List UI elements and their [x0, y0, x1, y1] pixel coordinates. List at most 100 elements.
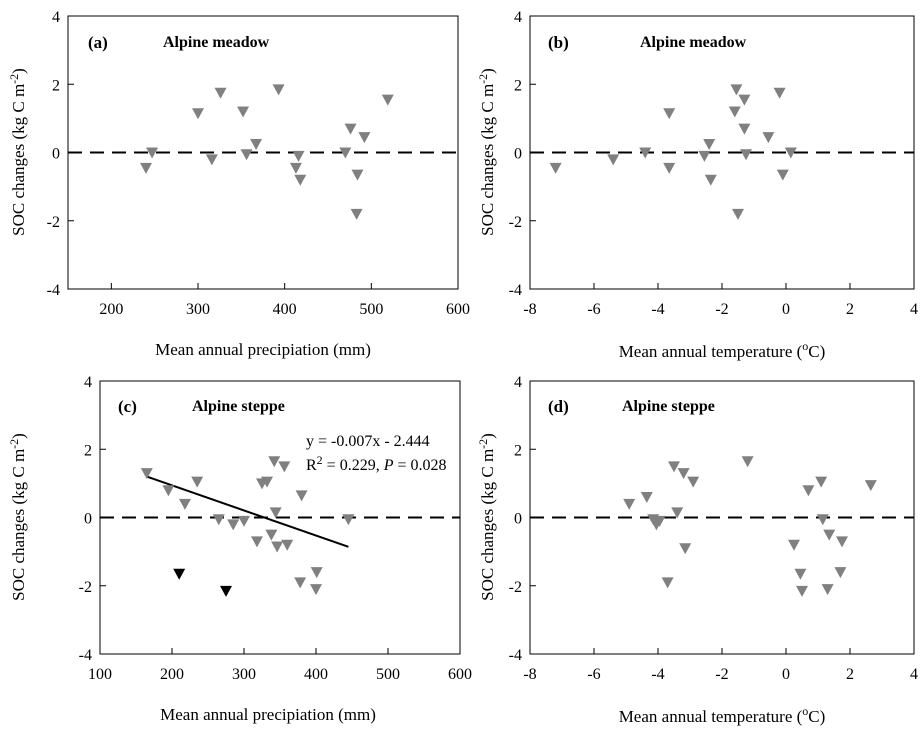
data-point: [704, 174, 717, 186]
y-axis-label: SOC changes (kg C m-2): [7, 68, 28, 236]
data-point: [834, 567, 847, 579]
x-axis-label: Mean annual precipiation (mm): [160, 705, 376, 724]
x-tick-label: 2: [846, 301, 854, 318]
panel-letter: (b): [548, 33, 569, 52]
y-tick-label: -2: [79, 579, 92, 596]
data-point: [738, 94, 751, 106]
panel-title: Alpine meadow: [163, 34, 270, 51]
data-point: [146, 147, 159, 159]
x-tick-label: 500: [376, 666, 400, 683]
y-tick-label: 0: [514, 511, 522, 528]
regression-line: [146, 475, 349, 548]
x-tick-label: -4: [651, 666, 664, 683]
x-ticks: -8 -6 -4 -2 0 2 4: [523, 283, 918, 318]
data-point: [661, 577, 674, 589]
y-ticks: -4 -2 0 2 4: [47, 9, 74, 299]
x-ticks: 100 200 300 400 500 600: [88, 648, 472, 683]
x-tick-label: 600: [448, 666, 472, 683]
data-point: [730, 84, 743, 96]
panel-a: (a) Alpine meadow SOC changes (kg C m-2)…: [7, 9, 470, 359]
data-point: [784, 147, 797, 159]
x-tick-label: 400: [304, 666, 328, 683]
data-point: [272, 84, 285, 96]
x-tick-label: -6: [587, 666, 600, 683]
y-tick-label: 4: [514, 9, 522, 26]
outlier-point: [173, 568, 186, 580]
data-point: [732, 208, 744, 220]
x-tick-label: 200: [160, 666, 184, 683]
y-tick-label: -2: [509, 579, 522, 596]
x-tick-label: 100: [88, 666, 112, 683]
data-point: [178, 498, 191, 510]
y-tick-label: -4: [509, 647, 522, 664]
data-point: [640, 492, 653, 504]
data-point: [358, 132, 371, 144]
x-axis-label: Mean annual temperature (oC): [619, 704, 826, 726]
x-tick-label: 4: [910, 666, 918, 683]
data-point: [281, 539, 294, 551]
y-tick-label: -2: [509, 214, 522, 231]
data-point: [671, 507, 684, 519]
regression-stats: R2 = 0.229, P = 0.028: [306, 453, 447, 474]
y-tick-label: 2: [514, 442, 522, 459]
data-points: [530, 84, 914, 220]
data-point: [192, 108, 204, 120]
x-tick-label: -2: [715, 666, 728, 683]
x-tick-label: -6: [587, 301, 600, 318]
data-points: [530, 456, 914, 597]
panel-letter: (c): [118, 397, 137, 416]
panel-title: Alpine steppe: [192, 398, 285, 415]
panel-title: Alpine meadow: [640, 34, 747, 51]
y-ticks: -4 -2 0 2 4: [509, 9, 536, 299]
data-point: [816, 514, 829, 526]
data-point: [351, 169, 364, 181]
data-point: [740, 149, 752, 161]
data-points: [68, 84, 458, 220]
y-tick-label: 4: [514, 374, 522, 391]
data-point: [639, 147, 652, 159]
data-point: [773, 87, 786, 99]
x-axis-label: Mean annual temperature (oC): [619, 339, 826, 361]
data-point: [728, 106, 741, 118]
data-point: [289, 162, 302, 174]
data-point: [294, 174, 307, 186]
panel-c: (c) Alpine steppe y = -0.007x - 2.444 R2…: [7, 374, 472, 724]
data-point: [237, 106, 250, 118]
data-point: [738, 123, 751, 135]
data-points: [100, 456, 460, 597]
data-point: [310, 567, 323, 579]
panel-letter: (a): [88, 33, 108, 52]
y-tick-label: 0: [84, 511, 92, 528]
outlier-point: [220, 585, 232, 597]
panel-b: (b) Alpine meadow SOC changes (kg C m-2)…: [476, 9, 918, 361]
x-tick-label: 4: [910, 301, 918, 318]
data-point: [250, 138, 263, 150]
data-point: [191, 476, 204, 488]
data-point: [214, 87, 227, 99]
y-ticks: -4 -2 0 2 4: [509, 374, 536, 664]
data-point: [623, 498, 636, 510]
data-point: [227, 519, 240, 531]
data-point: [140, 468, 153, 480]
data-point: [687, 476, 700, 488]
y-tick-label: 2: [52, 77, 60, 94]
x-tick-label: 200: [99, 301, 123, 318]
data-point: [212, 514, 225, 526]
x-tick-label: -4: [651, 301, 664, 318]
panel-d: (d) Alpine steppe SOC changes (kg C m-2)…: [476, 374, 918, 726]
data-point: [268, 456, 281, 468]
data-point: [339, 147, 352, 159]
data-point: [278, 461, 291, 473]
data-point: [381, 94, 394, 106]
data-point: [823, 529, 836, 541]
data-point: [310, 584, 322, 596]
y-tick-label: 0: [514, 146, 522, 163]
data-point: [265, 529, 278, 541]
data-point: [698, 150, 711, 162]
data-point: [653, 515, 666, 527]
y-tick-label: 0: [52, 146, 60, 163]
y-tick-label: 4: [52, 9, 60, 26]
x-ticks: -8 -6 -4 -2 0 2 4: [523, 648, 918, 683]
data-point: [140, 162, 152, 174]
